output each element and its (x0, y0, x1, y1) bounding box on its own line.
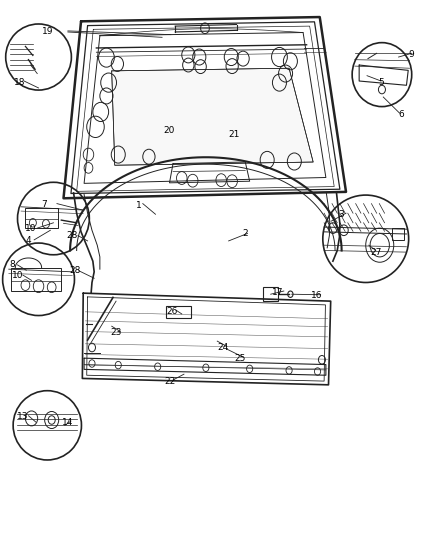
Text: 13: 13 (17, 413, 28, 421)
Text: 5: 5 (378, 78, 384, 87)
Text: 2: 2 (243, 229, 248, 238)
Text: 22: 22 (164, 377, 176, 386)
Text: 28: 28 (67, 231, 78, 240)
Text: 8: 8 (9, 261, 15, 269)
Text: 9: 9 (409, 51, 415, 59)
Text: 20: 20 (163, 126, 174, 135)
Text: 23: 23 (110, 328, 122, 337)
Bar (25, 208, 58, 228)
Text: 10: 10 (12, 271, 23, 279)
Text: 18: 18 (14, 78, 26, 87)
Text: 4: 4 (26, 237, 31, 245)
Bar (166, 306, 191, 318)
Text: 1: 1 (135, 201, 141, 209)
Text: 6: 6 (398, 110, 404, 119)
Bar (11, 268, 61, 291)
Text: 27: 27 (370, 248, 381, 256)
Text: 19: 19 (42, 28, 54, 36)
Text: 21: 21 (229, 130, 240, 139)
Text: 3: 3 (339, 211, 345, 219)
Text: 17: 17 (272, 288, 284, 296)
Polygon shape (112, 68, 313, 165)
Text: 7: 7 (41, 200, 47, 208)
Text: 16: 16 (311, 292, 322, 300)
Bar (263, 287, 278, 301)
Text: 24: 24 (218, 343, 229, 352)
Bar (392, 228, 404, 240)
Text: 28: 28 (70, 266, 81, 275)
Text: 10: 10 (25, 224, 36, 232)
Text: 14: 14 (62, 418, 74, 426)
Text: 26: 26 (166, 308, 177, 316)
Text: 25: 25 (234, 354, 246, 362)
